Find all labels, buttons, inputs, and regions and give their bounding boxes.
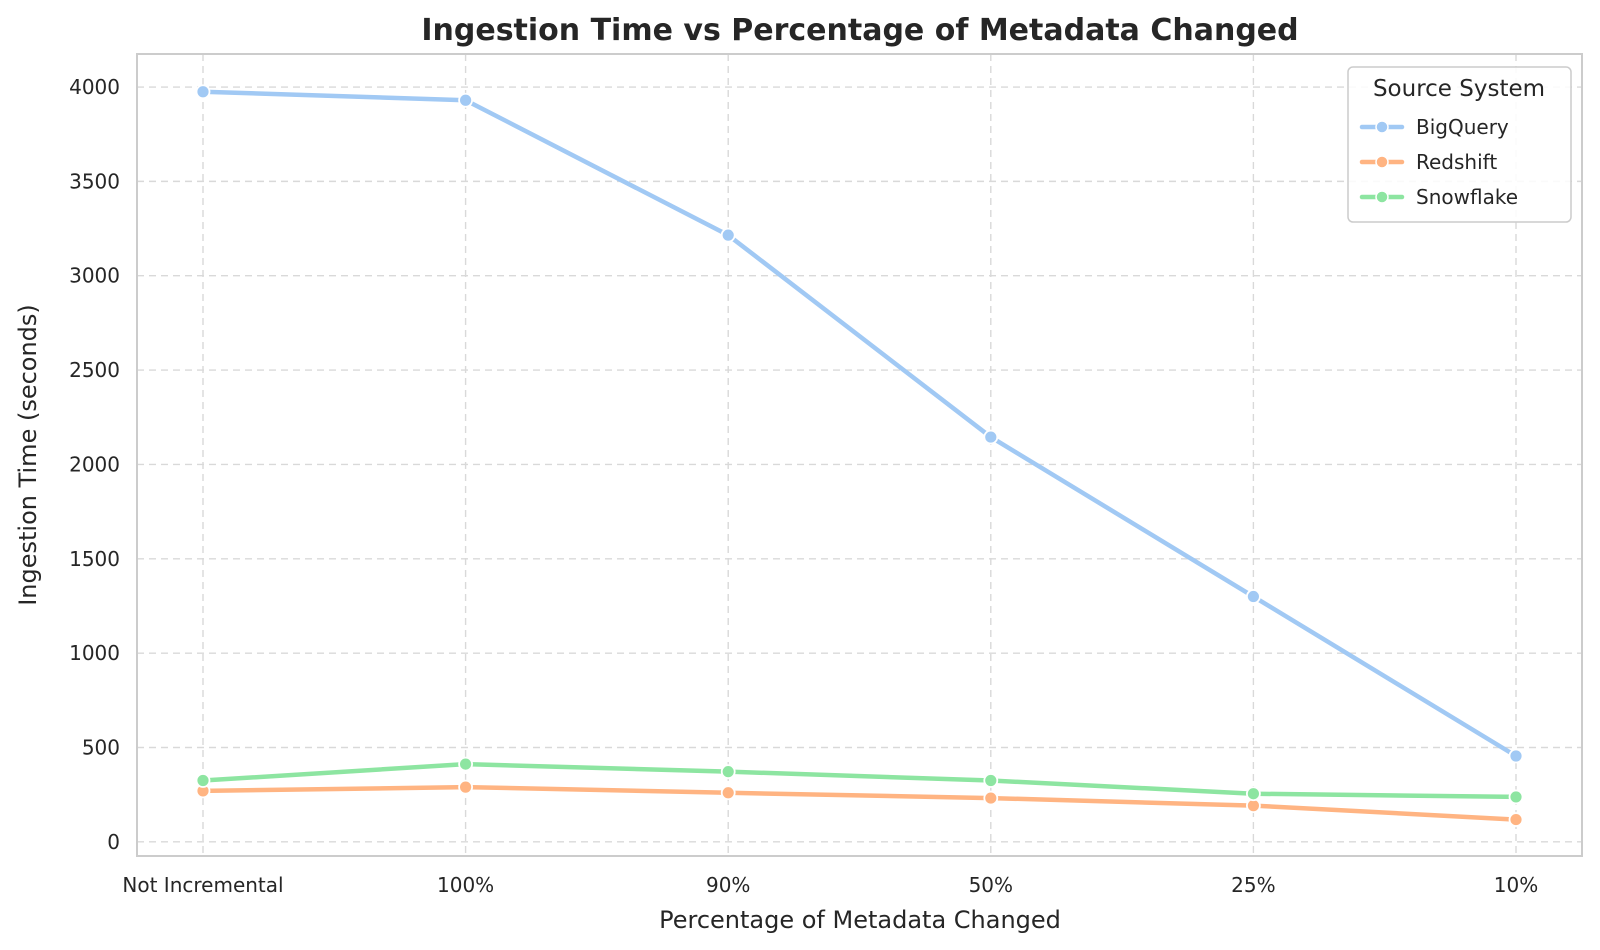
legend: Source System BigQuery Redshift Snowflake [1347, 66, 1572, 223]
x-tick-label: 100% [437, 873, 494, 897]
data-point-snowflake [458, 756, 474, 772]
legend-box [1347, 66, 1572, 223]
data-point-snowflake [720, 764, 736, 780]
y-axis-label: Ingestion Time (seconds) [14, 304, 42, 606]
x-axis-label: Percentage of Metadata Changed [659, 906, 1061, 934]
legend-title: Source System [1373, 76, 1545, 102]
data-point-redshift [1508, 812, 1524, 827]
data-point-snowflake [195, 773, 211, 788]
data-point-redshift [983, 790, 999, 806]
data-point-bigquery [720, 227, 736, 243]
x-tick-label: 90% [706, 873, 750, 897]
legend-label-snowflake: Snowflake [1416, 185, 1518, 209]
y-tick-label: 4000 [69, 75, 120, 99]
y-tick-label: 2500 [69, 358, 120, 382]
data-point-redshift [720, 785, 736, 801]
data-point-bigquery [983, 429, 999, 445]
data-point-bigquery [1508, 748, 1524, 764]
y-tick-label: 1000 [69, 641, 120, 665]
data-point-bigquery [1246, 589, 1261, 604]
y-tick-label: 1500 [69, 547, 120, 571]
x-tick-label: 25% [1231, 873, 1275, 897]
x-tick-label: Not Incremental [122, 873, 283, 897]
x-tick-label: 10% [1494, 873, 1538, 897]
legend-marker-redshift [1375, 155, 1389, 169]
chart-title: Ingestion Time vs Percentage of Metadata… [421, 13, 1298, 48]
x-tick-label: 50% [969, 873, 1013, 897]
data-point-bigquery [195, 84, 211, 100]
legend-items: BigQuery Redshift Snowflake [1359, 115, 1518, 209]
data-point-snowflake [1246, 786, 1261, 802]
y-tick-label: 500 [82, 735, 120, 759]
data-point-snowflake [1508, 789, 1524, 805]
data-point-snowflake [983, 773, 999, 788]
y-tick-label: 3000 [69, 264, 120, 288]
legend-marker-bigquery [1375, 120, 1389, 134]
series-layer [195, 84, 1524, 827]
legend-label-redshift: Redshift [1416, 150, 1497, 174]
data-point-bigquery [458, 92, 474, 108]
data-point-redshift [458, 779, 474, 795]
series-line-redshift [200, 784, 1519, 822]
legend-label-bigquery: BigQuery [1416, 115, 1509, 139]
tick-labels: 0 500 1000 1500 2000 2500 3000 3500 4000 Not Incr… [69, 75, 1538, 897]
legend-marker-snowflake [1375, 190, 1389, 204]
y-tick-label: 3500 [69, 169, 120, 193]
series-line-bigquery [200, 89, 1519, 759]
y-tick-label: 2000 [69, 452, 120, 476]
plot-frame [136, 53, 1583, 857]
y-tick-label: 0 [107, 830, 120, 854]
series-line-snowflake [200, 761, 1519, 800]
